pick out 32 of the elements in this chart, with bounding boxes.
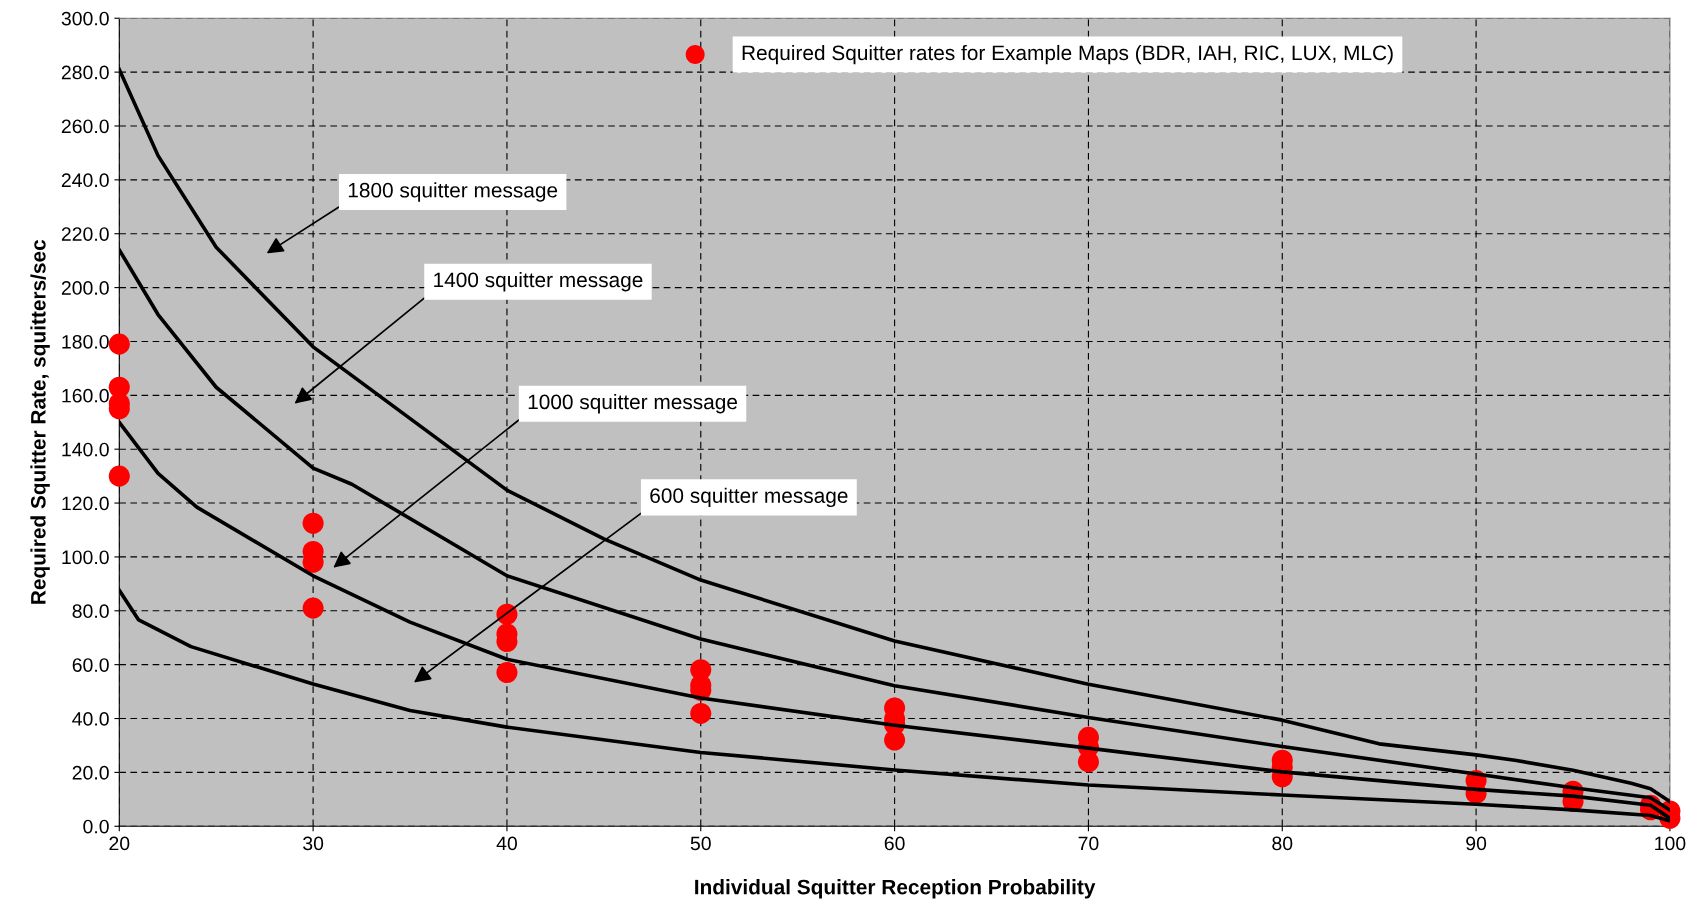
- y-tick-label: 120.0: [62, 496, 109, 511]
- y-tick-label: 80.0: [72, 604, 109, 619]
- annotation: 1400 squitter message: [434, 271, 643, 292]
- x-tick-label: 70: [1078, 836, 1099, 851]
- x-tick-label: 80: [1272, 836, 1293, 851]
- x-tick-label: 30: [303, 836, 324, 851]
- x-tick-label: 20: [109, 836, 130, 851]
- x-tick-label: 100: [1655, 836, 1686, 851]
- x-tick-label: 60: [884, 836, 905, 851]
- x-axis-title: Individual Squitter Reception Probability: [695, 879, 1096, 899]
- y-tick-label: 220.0: [61, 227, 109, 241]
- y-tick-label: 140.0: [62, 442, 109, 457]
- y-tick-label: 60.0: [72, 658, 109, 672]
- y-tick-label: 200.0: [61, 281, 109, 295]
- y-tick-label: 260.0: [61, 119, 109, 134]
- y-tick-label: 40.0: [72, 712, 109, 726]
- annotation: 600 squitter message: [650, 487, 848, 508]
- annotation: 1000 squitter message: [528, 393, 738, 414]
- y-tick-label: 160.0: [62, 388, 109, 403]
- annotation: 1800 squitter message: [348, 182, 558, 202]
- x-tick-label: 50: [690, 836, 711, 851]
- y-tick-label: 20.0: [72, 765, 109, 780]
- y-tick-label: 100.0: [62, 550, 109, 565]
- y-tick-label: 280.0: [61, 65, 109, 80]
- legend-label: Required Squitter rates for Example Maps (BDR, IAH, RIC, LUX, MLC): [742, 44, 1393, 65]
- x-tick-label: 40: [496, 836, 517, 851]
- y-tick-label: 0.0: [83, 819, 109, 834]
- y-tick-label: 300.0: [61, 11, 109, 26]
- y-tick-label: 180.0: [62, 334, 109, 349]
- x-tick-label: 90: [1466, 836, 1487, 851]
- y-tick-label: 240.0: [61, 173, 109, 188]
- y-axis-title: Required Squitter Rate, squitters/sec: [30, 239, 50, 604]
